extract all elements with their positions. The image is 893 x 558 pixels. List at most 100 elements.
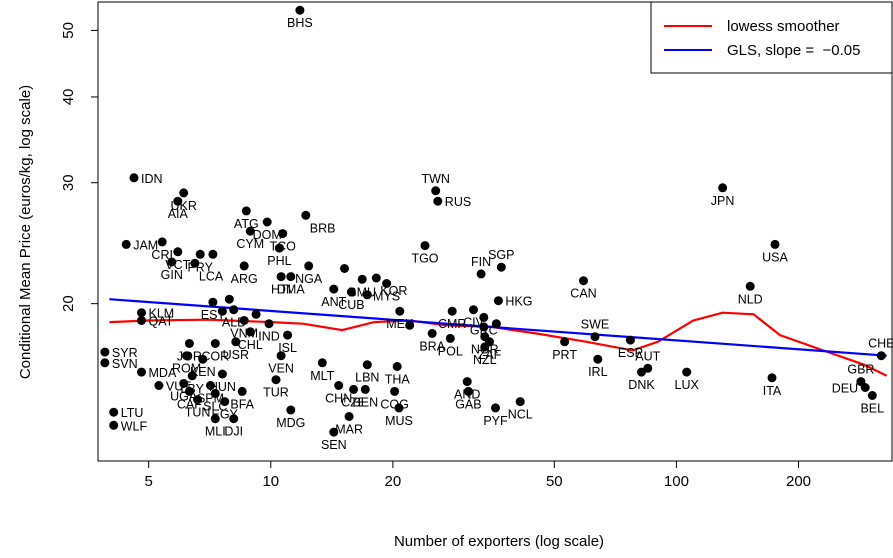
point-label: PYF [483, 414, 508, 428]
x-tick-label: 200 [786, 473, 811, 490]
point-label: CHN [325, 392, 352, 406]
point-label: ATG [234, 217, 259, 231]
point-label: EST [201, 308, 226, 322]
data-point [208, 249, 218, 259]
data-point [278, 229, 288, 239]
data-point [286, 405, 296, 415]
data-point [390, 386, 400, 396]
point-label: VNM [230, 327, 258, 341]
y-tick-label: 50 [60, 22, 77, 39]
point-label: NGA [295, 272, 323, 286]
data-point [198, 354, 208, 364]
point-label: BFA [230, 397, 254, 411]
data-point [245, 327, 255, 337]
data-point [224, 294, 234, 304]
data-point [195, 249, 205, 259]
point-label: UGA [170, 390, 198, 404]
data-point [137, 316, 146, 325]
point-label: USA [762, 250, 788, 264]
x-tick-label: 5 [145, 473, 153, 490]
data-point [745, 281, 755, 291]
data-point [447, 306, 457, 316]
point-label: LBN [355, 371, 379, 385]
point-label: BHS [287, 16, 313, 30]
data-point [251, 309, 261, 319]
data-point [637, 367, 646, 377]
data-point [206, 381, 215, 390]
y-axis-title: Conditional Mean Price (euros/kg, log sc… [17, 85, 34, 379]
point-label: BRA [419, 339, 445, 353]
data-point [329, 427, 339, 437]
data-point [237, 386, 247, 396]
data-point [137, 367, 146, 377]
point-label: DEU [832, 382, 858, 396]
data-point [476, 269, 486, 279]
point-label: PRT [552, 348, 577, 362]
data-point [262, 217, 272, 227]
data-point [173, 247, 183, 257]
point-label: SVN [112, 357, 138, 371]
data-point [137, 308, 146, 318]
point-label: GAB [455, 397, 481, 411]
point-label: BEN [352, 395, 378, 409]
data-point [405, 320, 415, 330]
point-label: ARG [231, 272, 258, 286]
data-point [491, 403, 500, 413]
data-point [184, 386, 194, 396]
point-label: JOR [177, 350, 202, 364]
data-point [121, 239, 131, 249]
point-label: MAR [335, 423, 363, 437]
data-point [496, 262, 506, 272]
point-label: HKG [505, 295, 532, 309]
data-point [344, 412, 354, 421]
point-label: NOR [471, 343, 499, 357]
data-point [187, 371, 197, 381]
point-label: SLC [203, 399, 227, 413]
data-point [100, 347, 110, 357]
point-label: JAM [133, 238, 158, 252]
point-label: SGP [488, 248, 514, 262]
point-label: ESP [618, 346, 643, 360]
data-point [462, 377, 472, 387]
point-label: ANT [321, 295, 346, 309]
point-label: MDG [276, 416, 305, 430]
data-point [479, 312, 489, 322]
data-point [239, 261, 249, 271]
data-point [220, 397, 230, 407]
data-point [392, 362, 402, 371]
data-point [210, 339, 220, 348]
point-label: LUX [675, 378, 700, 392]
point-label: ITA [763, 384, 782, 398]
data-point [420, 241, 430, 251]
data-point [109, 407, 119, 417]
data-point [469, 305, 478, 315]
data-point [767, 373, 777, 383]
data-point [229, 414, 239, 424]
data-point [427, 328, 437, 338]
point-label: AND [454, 388, 480, 402]
point-label: HTI [271, 283, 291, 297]
data-point [264, 319, 274, 329]
data-point [217, 369, 227, 379]
data-point [271, 375, 281, 385]
data-point [229, 305, 239, 315]
point-label: TUN [185, 406, 211, 420]
legend-label-gls: GLS, slope = −0.05 [727, 42, 860, 59]
data-point [210, 414, 220, 424]
point-label: BMU [348, 285, 376, 299]
point-label: NLD [738, 292, 763, 306]
data-point [245, 226, 255, 236]
point-label: MYS [373, 290, 400, 304]
data-point [184, 339, 194, 348]
data-point [718, 183, 728, 193]
data-point [593, 354, 603, 364]
point-label: HUN [209, 380, 236, 394]
data-point [349, 384, 359, 394]
point-label: KLM [149, 307, 175, 321]
point-label: PRY [187, 260, 213, 274]
series-line-lowess [109, 311, 888, 377]
y-axis: 20 30 40 50 [60, 22, 98, 312]
point-label: GBR [847, 363, 874, 377]
legend-label-lowess: lowess smoother [727, 18, 840, 35]
